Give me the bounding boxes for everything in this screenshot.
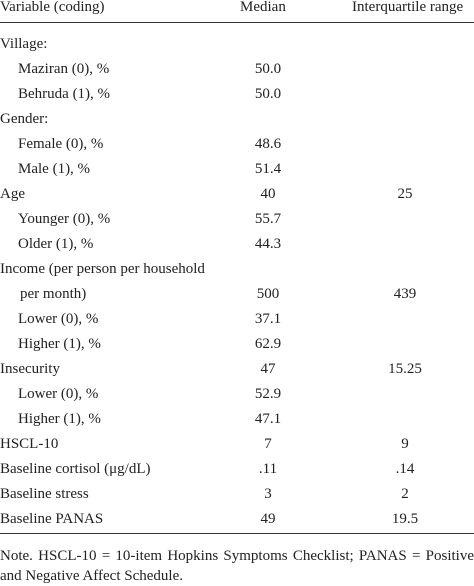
iqr-value: 19.5 [391, 511, 419, 527]
iqr-value: 2 [401, 486, 409, 502]
header-variable: Variable (coding) [0, 0, 105, 15]
row-label: HSCL-10 [0, 436, 59, 452]
median-value: 50.0 [254, 61, 282, 77]
row-label: Insecurity [0, 361, 60, 377]
iqr-value: 25 [397, 186, 413, 202]
row-label: Older (1), % [18, 236, 94, 252]
median-value: 47 [260, 361, 276, 377]
median-value: 52.9 [254, 386, 282, 402]
median-value: 37.1 [254, 311, 282, 327]
row-label: Lower (0), % [18, 386, 99, 402]
median-value: 55.7 [254, 211, 282, 227]
table-note: Note. HSCL-10 = 10-item Hopkins Symptoms… [0, 548, 474, 584]
row-label: Higher (1), % [18, 336, 101, 352]
iqr-value: .14 [395, 461, 415, 477]
iqr-value: 15.25 [388, 361, 422, 377]
row-label: Gender: [0, 111, 49, 127]
row-label: Village: [0, 36, 48, 52]
median-value: 51.4 [254, 161, 282, 177]
median-value: 50.0 [254, 86, 282, 102]
iqr-value: 439 [393, 286, 417, 302]
row-label: Maziran (0), % [18, 61, 110, 77]
median-value: 62.9 [254, 336, 282, 352]
median-value: .11 [258, 461, 278, 477]
median-value: 7 [264, 436, 272, 452]
median-value: 47.1 [254, 411, 282, 427]
header-iqr: Interquartile range [352, 0, 464, 15]
row-label: Age [0, 186, 25, 202]
median-value: 44.3 [254, 236, 282, 252]
row-label: Baseline stress [0, 486, 89, 502]
row-label: Behruda (1), % [18, 86, 111, 102]
median-value: 40 [260, 186, 276, 202]
median-value: 48.6 [254, 136, 282, 152]
row-label: Income (per person per household per mon… [0, 261, 205, 302]
bottom-rule [0, 533, 474, 534]
row-label: Male (1), % [18, 161, 91, 177]
row-label: Lower (0), % [18, 311, 99, 327]
median-value: 49 [260, 511, 276, 527]
row-label: Baseline cortisol (μg/dL) [0, 461, 151, 477]
row-label: Baseline PANAS [0, 511, 104, 527]
header-rule [0, 22, 474, 23]
row-label: Female (0), % [18, 136, 104, 152]
iqr-value: 9 [401, 436, 409, 452]
row-label: Younger (0), % [18, 211, 111, 227]
median-value: 3 [264, 486, 272, 502]
row-label: Higher (1), % [18, 411, 101, 427]
header-median: Median [240, 0, 286, 15]
median-value: 500 [256, 286, 280, 302]
